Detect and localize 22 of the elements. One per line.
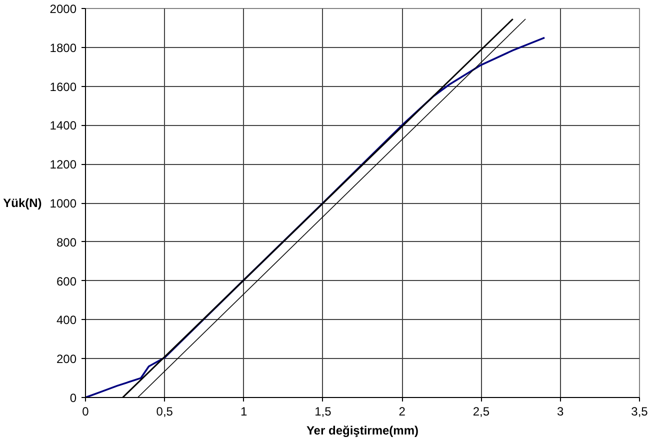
- x-tick-label: 3,5: [631, 404, 648, 418]
- y-tick-label: 1800: [50, 40, 77, 55]
- x-tick-label: 0: [82, 404, 90, 418]
- x-tick-label: 0,5: [156, 404, 174, 418]
- y-tick-label: 0: [70, 391, 77, 405]
- x-tick-label: 1: [240, 404, 248, 418]
- x-tick-label: 2,5: [472, 404, 490, 418]
- y-tick-label: 1400: [50, 118, 77, 133]
- x-axis-title: Yer değiştirme(mm): [306, 424, 419, 438]
- x-tick-label: 3: [557, 404, 564, 418]
- y-tick-label: 600: [56, 274, 77, 288]
- y-tick-label: 2000: [50, 2, 77, 16]
- y-tick-label: 1000: [50, 196, 77, 210]
- y-axis-title: Yük(N): [3, 196, 42, 210]
- x-tick-label: 2: [398, 404, 406, 418]
- line-series: [86, 36, 546, 398]
- y-tick-label: 1200: [50, 158, 77, 172]
- y-tick-label: 1600: [50, 80, 77, 94]
- x-tick-label: 1,5: [314, 404, 332, 418]
- y-tick-label: 400: [56, 313, 77, 328]
- y-tick-label: 800: [56, 235, 77, 250]
- y-tick-label: 200: [56, 352, 77, 366]
